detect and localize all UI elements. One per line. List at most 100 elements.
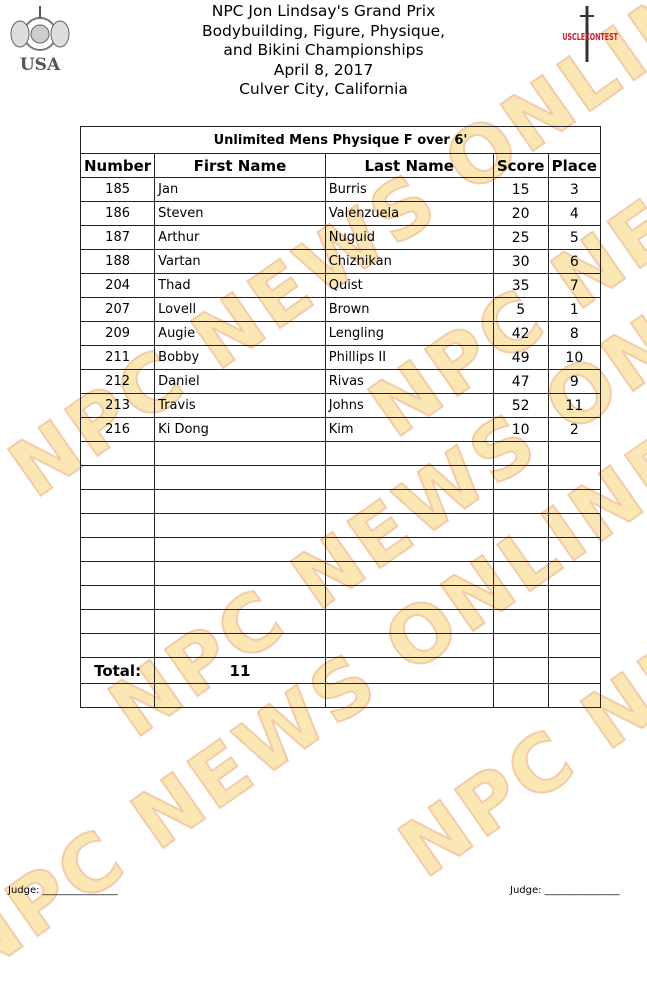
blank-cell [547,609,602,634]
judge-signature-left: Judge: _______________ [8,885,118,896]
blank-cell [79,513,156,538]
cell-place: 2 [547,417,602,442]
column-header-number: Number [79,153,156,178]
blank-cell [154,441,326,466]
class-title: Unlimited Mens Physique F over 6' [80,126,601,154]
blank-cell [492,465,549,490]
cell-score: 30 [492,249,549,274]
blank-cell [547,489,602,514]
blank-cell [154,585,326,610]
blank-cell [324,561,494,586]
cell-number: 207 [79,297,156,322]
blank-cell [79,537,156,562]
table-row: 187 Arthur Nuguid 25 5 [79,225,602,250]
blank-cell [492,537,549,562]
table-row: 209 Augie Lengling 42 8 [79,321,602,346]
blank-row [79,537,602,562]
blank-cell [324,609,494,634]
cell-last-name: Johns [324,393,494,418]
event-divisions-2: and Bikini Championships [223,41,424,59]
blank-cell [79,465,156,490]
cell-last-name: Quist [324,273,494,298]
blank-cell [79,633,156,658]
table-row: 186 Steven Valenzuela 20 4 [79,201,602,226]
cell-last-name: Nuguid [324,225,494,250]
column-header-place: Place [547,153,602,178]
blank-cell [79,441,156,466]
event-title: NPC Jon Lindsay's Grand Prix [211,2,436,20]
column-header-last-name: Last Name [324,153,494,178]
cell-score: 49 [492,345,549,370]
cell-number: 211 [79,345,156,370]
blank-cell [324,513,494,538]
blank-cell [547,513,602,538]
table-row: 185 Jan Burris 15 3 [79,177,602,202]
event-location: Culver City, California [239,80,408,98]
cell-place: 1 [547,297,602,322]
cell-first-name: Daniel [154,369,326,394]
blank-row [79,441,602,466]
blank-cell [154,633,326,658]
cell-place: 7 [547,273,602,298]
blank-cell [154,489,326,514]
blank-cell [547,441,602,466]
cell-first-name: Bobby [154,345,326,370]
blank-cell [324,465,494,490]
blank-row [79,465,602,490]
cell-last-name: Lengling [324,321,494,346]
cell-last-name: Brown [324,297,494,322]
blank-row [79,633,602,658]
blank-cell [154,609,326,634]
table-row: 212 Daniel Rivas 47 9 [79,369,602,394]
cell-place: 8 [547,321,602,346]
blank-cell [154,561,326,586]
blank-cell [492,609,549,634]
blank-cell [324,441,494,466]
cell-score: 47 [492,369,549,394]
blank-cell [492,513,549,538]
blank-cell [547,465,602,490]
blank-cell [324,657,494,684]
table-row: 207 Lovell Brown 5 1 [79,297,602,322]
cell-number: 209 [79,321,156,346]
table-row: 216 Ki Dong Kim 10 2 [79,417,602,442]
cell-last-name: Valenzuela [324,201,494,226]
blank-cell [154,537,326,562]
cell-number: 212 [79,369,156,394]
cell-score: 25 [492,225,549,250]
total-row: Total: 11 [79,657,602,684]
cell-first-name: Lovell [154,297,326,322]
cell-score: 20 [492,201,549,226]
svg-text:USA: USA [20,55,61,75]
blank-row [79,585,602,610]
cell-first-name: Thad [154,273,326,298]
judge-signature-right: Judge: _______________ [510,885,620,896]
cell-number: 187 [79,225,156,250]
cell-score: 10 [492,417,549,442]
blank-row [79,683,602,708]
blank-row [79,513,602,538]
cell-number: 185 [79,177,156,202]
cell-place: 10 [547,345,602,370]
table-row: 188 Vartan Chizhikan 30 6 [79,249,602,274]
event-date: April 8, 2017 [273,60,374,79]
blank-cell [154,513,326,538]
cell-first-name: Augie [154,321,326,346]
cell-score: 42 [492,321,549,346]
cell-place: 6 [547,249,602,274]
cell-number: 213 [79,393,156,418]
cell-number: 188 [79,249,156,274]
cell-place: 11 [547,393,602,418]
column-header-score: Score [492,153,549,178]
blank-cell [547,537,602,562]
blank-cell [492,657,549,684]
blank-cell [492,561,549,586]
column-header-first-name: First Name [154,153,326,178]
event-divisions: Bodybuilding, Figure, Physique, [201,21,446,40]
blank-cell [492,441,549,466]
cell-place: 4 [547,201,602,226]
blank-cell [79,561,156,586]
blank-cell [492,489,549,514]
total-label: Total: [79,657,156,684]
cell-first-name: Arthur [154,225,326,250]
